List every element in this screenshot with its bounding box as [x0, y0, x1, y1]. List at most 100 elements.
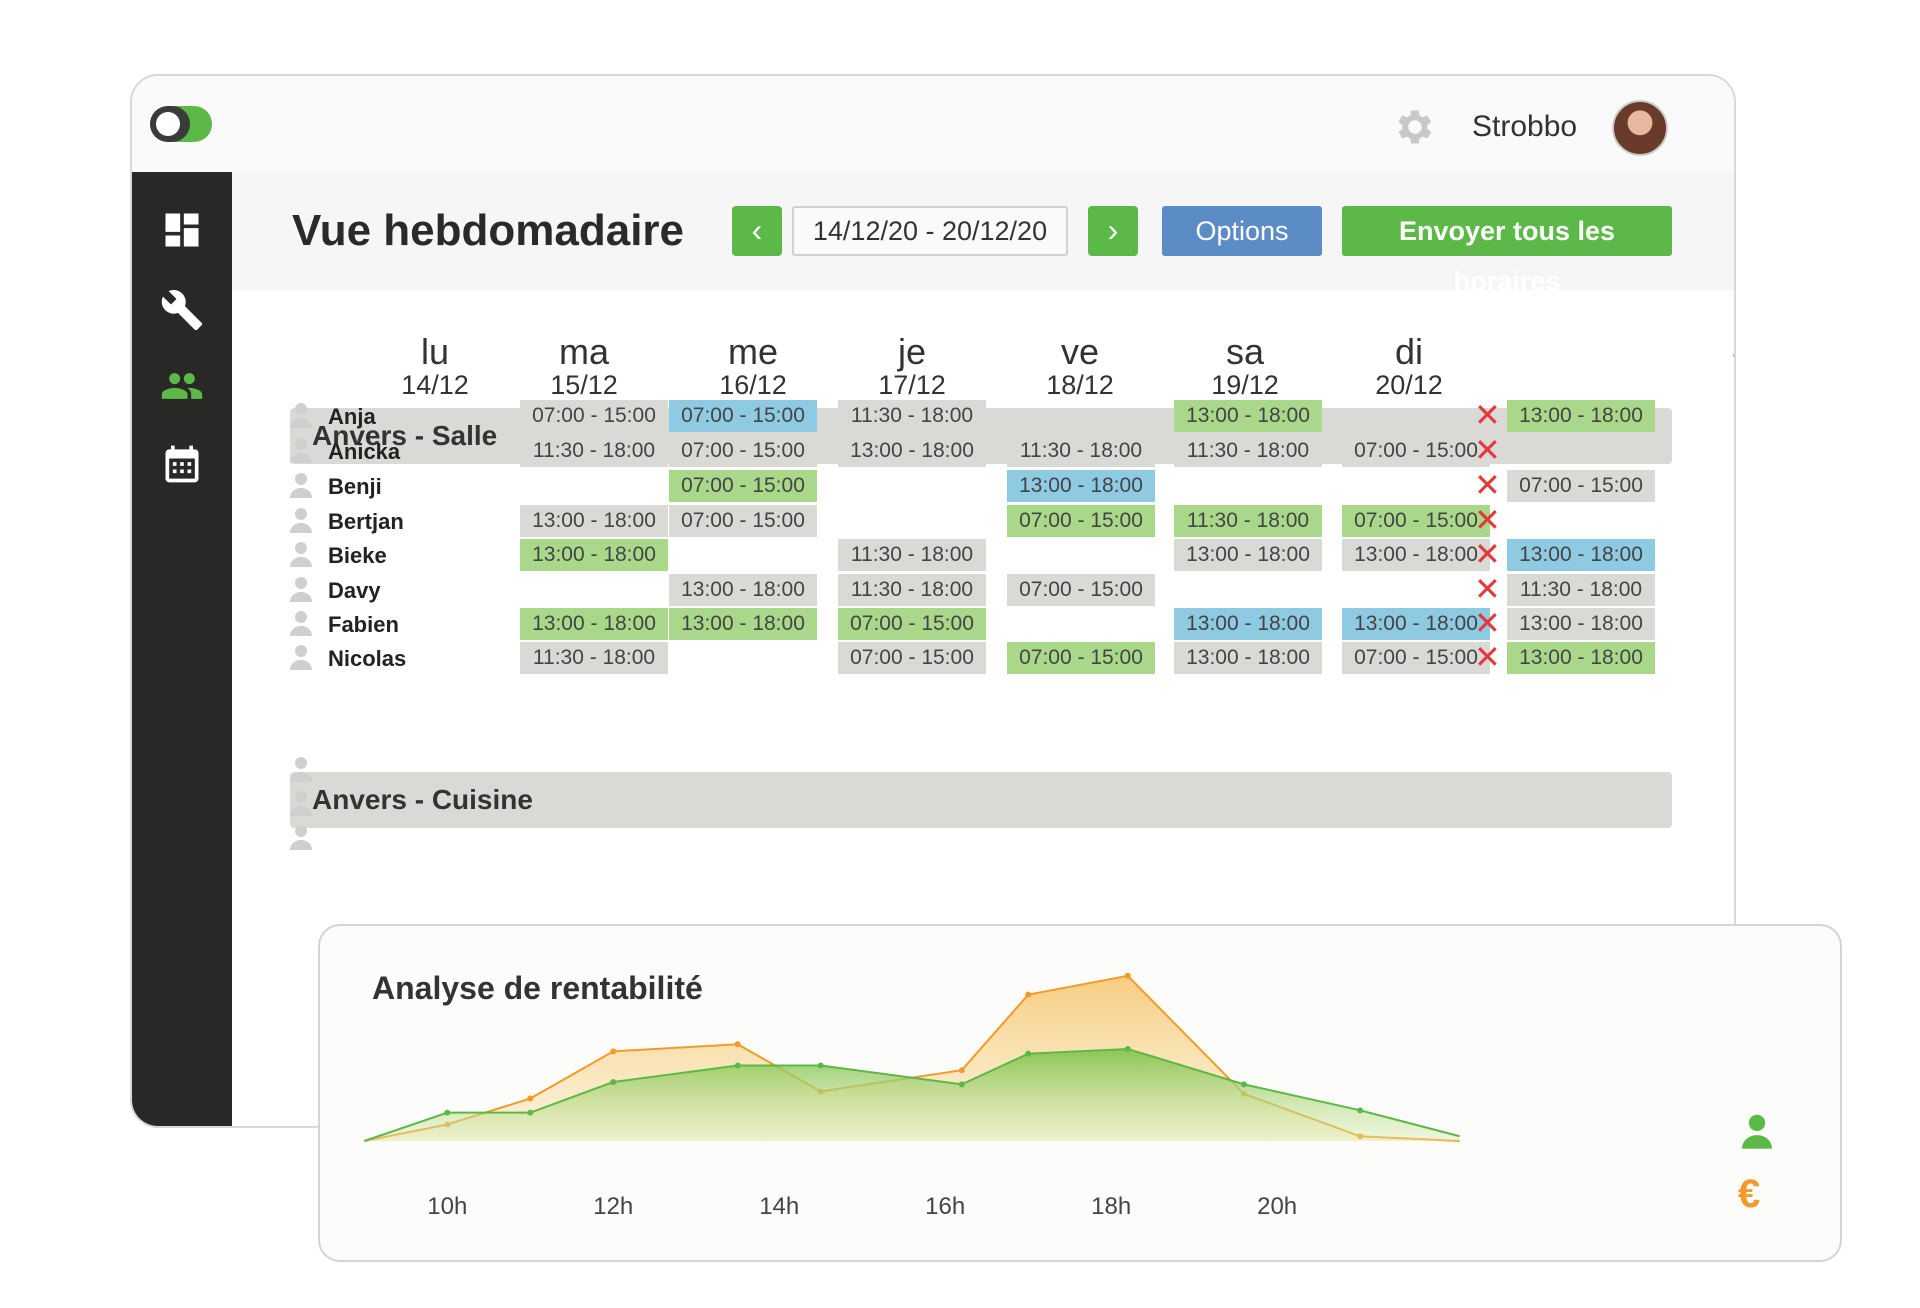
shift-cell[interactable]: 13:00 - 18:00: [669, 574, 817, 606]
employee-name[interactable]: Bieke: [328, 543, 387, 568]
shift-cell[interactable]: 07:00 - 15:00: [1007, 642, 1155, 674]
x-tick-label: 18h: [1091, 1193, 1131, 1220]
day-header: ve 18/12: [1010, 331, 1150, 401]
shift-cell[interactable]: 13:00 - 18:00: [520, 608, 668, 640]
options-button[interactable]: Options: [1162, 206, 1322, 256]
users-icon[interactable]: [160, 364, 204, 408]
shift-cell[interactable]: 07:00 - 15:00: [1007, 505, 1155, 537]
employee-name[interactable]: Benji: [328, 474, 382, 499]
table-row: Davy 13:00 - 18:00 11:30 - 18:00 07:00 - 15…: [290, 571, 1680, 612]
close-icon[interactable]: ✕: [1474, 432, 1501, 468]
table-row: [290, 752, 1680, 792]
data-point: [610, 1048, 617, 1055]
shift-cell[interactable]: 07:00 - 15:00: [669, 505, 817, 537]
shift-cell[interactable]: 07:00 - 15:00: [669, 400, 817, 432]
table-row: [290, 786, 1680, 826]
shift-cell[interactable]: 07:00 - 15:00: [838, 642, 986, 674]
shift-cell[interactable]: 07:00 - 15:00: [669, 435, 817, 467]
trash-icon[interactable]: [1730, 349, 1736, 379]
shift-cell[interactable]: 11:30 - 18:00: [1007, 435, 1155, 467]
calendar-icon[interactable]: [160, 442, 204, 486]
data-point: [444, 1109, 451, 1116]
shift-cell[interactable]: 13:00 - 18:00: [1342, 539, 1490, 571]
series-area: [364, 1048, 1460, 1141]
employee-name[interactable]: Davy: [328, 578, 381, 603]
table-row: Anicka 11:30 - 18:00 07:00 - 15:00 13:00 - …: [290, 432, 1680, 473]
close-icon[interactable]: ✕: [1474, 639, 1501, 675]
date-range-field[interactable]: 14/12/20 - 20/12/20: [792, 206, 1068, 256]
shift-cell[interactable]: 11:30 - 18:00: [520, 435, 668, 467]
page-title: Vue hebdomadaire: [292, 206, 685, 255]
data-point: [734, 1041, 741, 1048]
data-point: [527, 1095, 534, 1102]
shift-cell[interactable]: 07:00 - 15:00: [520, 400, 668, 432]
shift-cell[interactable]: 13:00 - 18:00: [1174, 400, 1322, 432]
x-tick-label: 10h: [427, 1193, 467, 1220]
next-week-button[interactable]: ›: [1088, 206, 1138, 256]
close-icon[interactable]: ✕: [1474, 502, 1501, 538]
table-row: Bieke 13:00 - 18:00 11:30 - 18:00 13:00 - 1…: [290, 536, 1680, 577]
shift-cell[interactable]: 11:30 - 18:00: [1174, 435, 1322, 467]
shift-cell[interactable]: 13:00 - 18:00: [1342, 608, 1490, 640]
shift-cell[interactable]: 13:00 - 18:00: [669, 608, 817, 640]
shift-cell[interactable]: 13:00 - 18:00: [1507, 642, 1655, 674]
data-point: [1124, 1045, 1131, 1052]
shift-cell[interactable]: 13:00 - 18:00: [520, 505, 668, 537]
shift-cell[interactable]: 07:00 - 15:00: [838, 608, 986, 640]
section-header[interactable]: Anvers - Cuisine: [290, 772, 1672, 828]
close-icon[interactable]: ✕: [1474, 467, 1501, 503]
employee-name[interactable]: Bertjan: [328, 509, 404, 534]
shift-cell[interactable]: 13:00 - 18:00: [1174, 539, 1322, 571]
shift-cell[interactable]: 11:30 - 18:00: [1507, 574, 1655, 606]
employee-name[interactable]: Anicka: [328, 439, 401, 464]
data-point: [1124, 972, 1131, 979]
avatar[interactable]: [1612, 100, 1668, 156]
data-point: [1025, 991, 1032, 998]
shift-cell[interactable]: 07:00 - 15:00: [1342, 642, 1490, 674]
close-icon[interactable]: ✕: [1474, 605, 1501, 641]
table-row: Nicolas 11:30 - 18:00 07:00 - 15:00 07:00 -…: [290, 639, 1680, 680]
prev-week-button[interactable]: ‹: [732, 206, 782, 256]
day-header: lu 14/12: [365, 331, 505, 401]
shift-cell[interactable]: 13:00 - 18:00: [1507, 539, 1655, 571]
send-all-schedules-button[interactable]: Envoyer tous les horaires: [1342, 206, 1672, 296]
shift-cell[interactable]: 11:30 - 18:00: [1174, 505, 1322, 537]
shift-cell[interactable]: 13:00 - 18:00: [1507, 400, 1655, 432]
shift-cell[interactable]: 07:00 - 15:00: [1342, 505, 1490, 537]
shift-cell[interactable]: 07:00 - 15:00: [1007, 574, 1155, 606]
shift-cell[interactable]: 07:00 - 15:00: [1507, 470, 1655, 502]
person-icon: [290, 791, 312, 816]
page-header: Vue hebdomadaire ‹ 14/12/20 - 20/12/20 ›…: [232, 172, 1734, 296]
menu-toggle[interactable]: [150, 106, 212, 142]
data-point: [1357, 1107, 1364, 1114]
gear-icon[interactable]: [1390, 104, 1436, 150]
day-date: 19/12: [1211, 370, 1279, 400]
person-icon: [290, 403, 312, 428]
wrench-icon[interactable]: [160, 288, 204, 332]
shift-cell[interactable]: 13:00 - 18:00: [838, 435, 986, 467]
employee-name[interactable]: Nicolas: [328, 646, 407, 671]
shift-cell[interactable]: 11:30 - 18:00: [838, 574, 986, 606]
shift-cell[interactable]: 13:00 - 18:00: [1007, 470, 1155, 502]
shift-cell[interactable]: 07:00 - 15:00: [1342, 435, 1490, 467]
shift-cell[interactable]: 13:00 - 18:00: [520, 539, 668, 571]
shift-cell[interactable]: 13:00 - 18:00: [1174, 608, 1322, 640]
data-point: [734, 1062, 741, 1069]
employee-name[interactable]: Anja: [328, 404, 376, 429]
day-name: lu: [420, 331, 450, 372]
day-name: ve: [1060, 331, 1100, 372]
shift-cell[interactable]: 13:00 - 18:00: [1507, 608, 1655, 640]
day-date: 14/12: [401, 370, 469, 400]
shift-cell[interactable]: 13:00 - 18:00: [1174, 642, 1322, 674]
shift-cell[interactable]: 11:30 - 18:00: [520, 642, 668, 674]
shift-cell[interactable]: 07:00 - 15:00: [669, 470, 817, 502]
close-icon[interactable]: ✕: [1474, 571, 1501, 607]
dashboard-icon[interactable]: [160, 208, 204, 252]
section-title: Anvers - Salle: [312, 420, 498, 451]
employee-name[interactable]: Fabien: [328, 612, 399, 637]
person-icon: [290, 438, 312, 463]
shift-cell[interactable]: 11:30 - 18:00: [838, 539, 986, 571]
shift-cell[interactable]: 11:30 - 18:00: [838, 400, 986, 432]
close-icon[interactable]: ✕: [1474, 536, 1501, 572]
close-icon[interactable]: ✕: [1474, 397, 1501, 433]
